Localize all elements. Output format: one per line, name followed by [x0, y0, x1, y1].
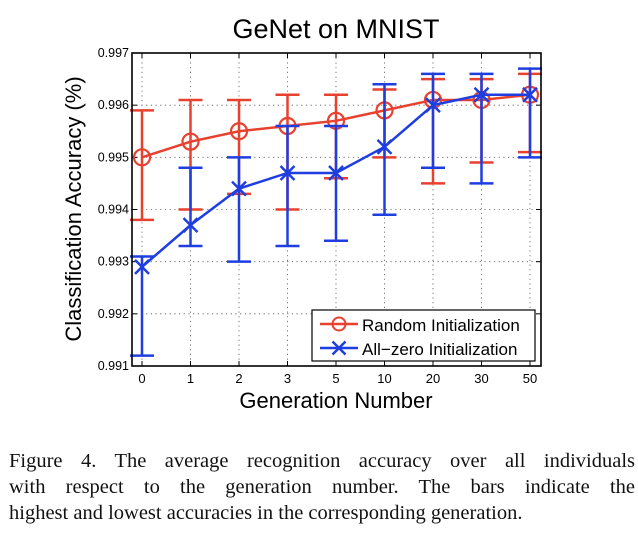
data-point-x: [279, 165, 296, 181]
x-marker-stroke: [522, 86, 538, 103]
legend-box: [311, 309, 536, 362]
y-tick-label: 0.996: [98, 98, 129, 112]
x-tick-label: 2: [235, 371, 242, 386]
x-axis-label: Generation Number: [239, 388, 432, 413]
data-point-x: [182, 217, 199, 234]
error-bar: [518, 67, 542, 159]
x-marker-stroke: [473, 86, 490, 103]
x-tick-label: 30: [474, 371, 488, 386]
error-bar: [227, 156, 251, 263]
data-point-circle: [229, 122, 249, 141]
y-axis-label: Classification Accuracy (%): [61, 76, 86, 341]
data-point-x: [134, 258, 150, 275]
legend-item-random: Random Initialization: [320, 316, 520, 335]
x-tick-label: 50: [523, 371, 537, 386]
error-bar: [275, 124, 300, 248]
legend-x-marker-icon: [331, 340, 347, 356]
y-tick-label: 0.995: [98, 150, 129, 164]
series-all-zero: [130, 67, 542, 357]
error-bar: [324, 124, 348, 243]
series-line: [141, 93, 531, 159]
x-marker-stroke: [279, 165, 296, 181]
legend-label-all-zero: All−zero Initialization: [362, 340, 517, 359]
data-point-x: [473, 86, 490, 103]
data-point-x: [522, 86, 538, 103]
x-tick-label: 5: [332, 371, 339, 386]
data-point-circle: [181, 132, 200, 151]
legend: Random Initialization All−zero Initializ…: [311, 309, 536, 362]
error-bar: [421, 72, 445, 170]
error-bar: [372, 83, 397, 216]
series-layer: [130, 67, 542, 357]
error-bar: [469, 72, 494, 185]
x-marker-stroke: [231, 180, 247, 197]
x-marker-stroke: [134, 258, 150, 275]
legend-item-all-zero: All−zero Initialization: [320, 340, 517, 359]
x-tick-label: 1: [187, 371, 194, 386]
caption-line: with respect to the generation number. T…: [9, 476, 635, 498]
x-marker-stroke: [328, 165, 344, 181]
data-point-x: [328, 165, 344, 181]
data-point-x: [376, 139, 393, 155]
error-bar: [130, 255, 154, 357]
data-point-x: [425, 97, 441, 114]
y-tick-label: 0.991: [98, 359, 129, 373]
y-tick-label: 0.994: [98, 203, 129, 217]
x-axis: 0 1 2 3 5 10 20 30 50: [138, 53, 537, 386]
x-marker-stroke: [376, 139, 393, 155]
x-marker-stroke: [331, 340, 347, 356]
figure-caption: Figure 4. The average recognition accura…: [9, 448, 635, 526]
x-tick-label: 20: [426, 371, 440, 386]
data-point-x: [231, 180, 247, 197]
caption-line: Figure 4. The average recognition accura…: [9, 450, 635, 472]
caption-line: highest and lowest accuracies in the cor…: [9, 502, 523, 524]
legend-x-marker: [331, 340, 347, 356]
x-marker-stroke: [425, 97, 441, 114]
legend-circle-marker-icon: [331, 316, 347, 332]
chart: GeNet on MNIST 0.991 0.992 0.993 0.994 0.995…: [61, 14, 542, 413]
chart-title: GeNet on MNIST: [232, 14, 439, 44]
y-tick-label: 0.997: [98, 46, 129, 60]
y-axis: 0.991 0.992 0.993 0.994 0.995 0.996 0.997: [98, 46, 541, 373]
error-bar: [178, 166, 203, 248]
data-point-circle: [132, 148, 152, 167]
x-tick-label: 0: [138, 371, 145, 386]
x-marker-stroke: [182, 217, 199, 234]
x-tick-label: 10: [377, 371, 391, 386]
x-tick-label: 3: [284, 371, 291, 386]
plot-frame: [131, 52, 542, 367]
y-tick-label: 0.993: [98, 255, 129, 269]
y-tick-label: 0.992: [98, 307, 129, 321]
legend-label-random: Random Initialization: [362, 316, 520, 335]
